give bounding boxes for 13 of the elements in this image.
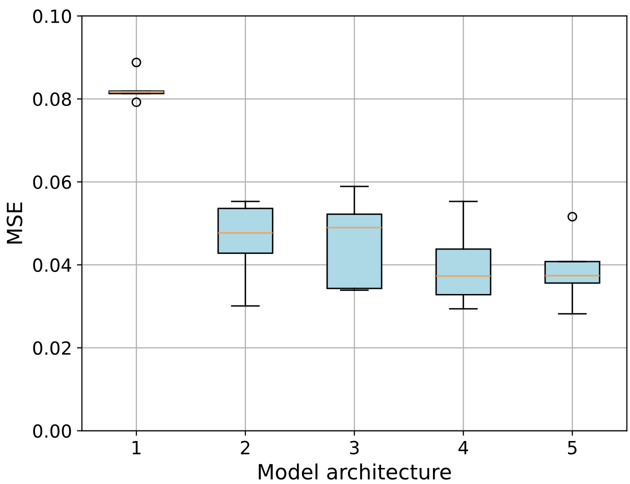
y-tick-label: 0.10	[33, 9, 71, 24]
y-tick-label: 0.08	[33, 92, 71, 106]
x-tick-label: 3	[350, 440, 359, 454]
x-tick-label: 1	[132, 441, 140, 454]
x-axis-title: Model architecture	[258, 464, 451, 480]
x-tick-label: 5	[568, 441, 577, 454]
x-tick-label: 2	[240, 440, 250, 454]
y-tick-label: 0.02	[33, 341, 70, 355]
y-tick-label: 0.06	[33, 175, 72, 190]
y-axis-title: MSE	[6, 202, 22, 244]
y-tick-label: 0.00	[33, 424, 71, 438]
x-tick-label: 4	[458, 441, 468, 454]
y-tick-label: 0.04	[33, 258, 72, 272]
